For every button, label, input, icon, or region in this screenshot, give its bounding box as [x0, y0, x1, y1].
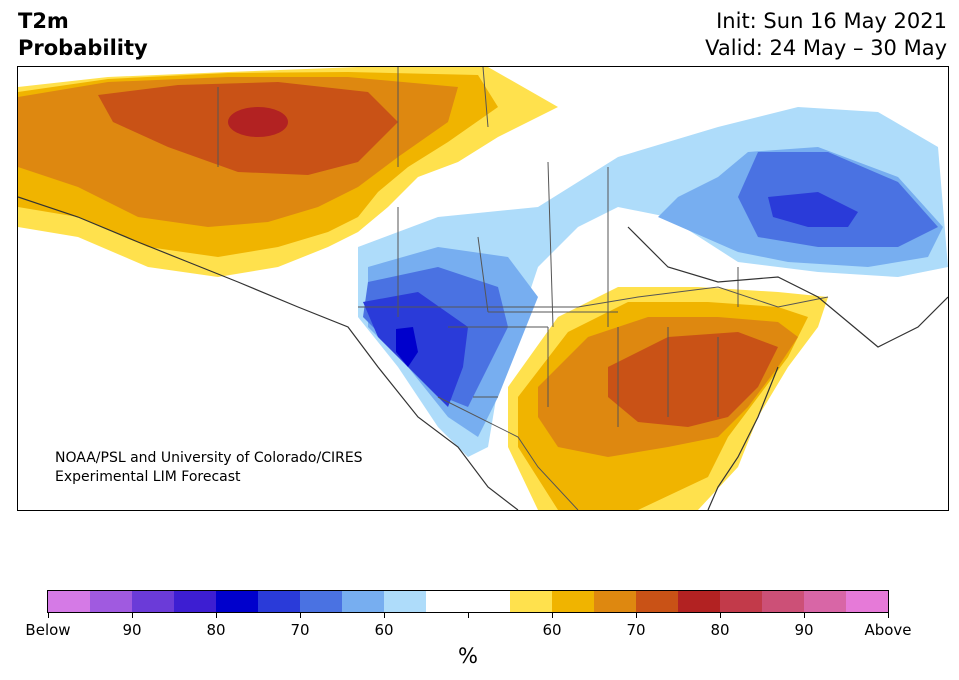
- colorbar-segment: [216, 591, 258, 612]
- colorbar-tick: [384, 613, 385, 618]
- region-below-deep-blue-ne: [768, 192, 858, 227]
- colorbar-segment: [300, 591, 342, 612]
- forecast-map: [17, 66, 949, 511]
- colorbar-tick: [636, 613, 637, 618]
- colorbar-tick: [552, 613, 553, 618]
- credit-line-2: Experimental LIM Forecast: [55, 469, 241, 485]
- colorbar-tick: [804, 613, 805, 618]
- colorbar-tick: [468, 613, 469, 618]
- init-date: Init: Sun 16 May 2021: [716, 9, 947, 33]
- colorbar-segment: [426, 591, 468, 612]
- colorbar-segment: [804, 591, 846, 612]
- colorbar-segment: [594, 591, 636, 612]
- colorbar-segment: [552, 591, 594, 612]
- colorbar-tick-label: 70: [626, 621, 646, 639]
- colorbar-segment: [720, 591, 762, 612]
- colorbar: [47, 590, 889, 613]
- colorbar-segment: [132, 591, 174, 612]
- colorbar-segment: [174, 591, 216, 612]
- region-below-medium-blue-ne: [738, 152, 938, 247]
- colorbar-segment: [384, 591, 426, 612]
- colorbar-tick: [132, 613, 133, 618]
- colorbar-tick: [888, 613, 889, 618]
- colorbar-tick: [300, 613, 301, 618]
- region-below-darkest-blue-w: [396, 327, 418, 367]
- colorbar-tick-label: 90: [122, 621, 142, 639]
- map-canvas: [18, 67, 948, 510]
- colorbar-unit: %: [458, 644, 478, 668]
- forecast-dates: Init: Sun 16 May 2021 Valid: 24 May – 30…: [705, 8, 947, 62]
- coastlines: [18, 196, 948, 510]
- colorbar-segment: [468, 591, 510, 612]
- colorbar-tick-label: Below: [25, 621, 71, 639]
- colorbar-tick-label: 90: [794, 621, 814, 639]
- colorbar-segment: [846, 591, 888, 612]
- colorbar-tick: [48, 613, 49, 618]
- political-borders: [217, 67, 829, 510]
- colorbar-tick-label: 70: [290, 621, 310, 639]
- region-above-red-nw: [228, 107, 288, 137]
- colorbar-tick-label: 80: [710, 621, 730, 639]
- colorbar-segment: [510, 591, 552, 612]
- colorbar-tick-label: Above: [864, 621, 912, 639]
- chart-title: T2m Probability: [18, 8, 148, 62]
- credit-line-1: NOAA/PSL and University of Colorado/CIRE…: [55, 450, 363, 466]
- colorbar-segment: [90, 591, 132, 612]
- colorbar-tick: [216, 613, 217, 618]
- region-above-rust-se: [608, 332, 778, 427]
- colorbar-segment: [636, 591, 678, 612]
- colorbar-segment: [342, 591, 384, 612]
- colorbar-tick-label: 60: [542, 621, 562, 639]
- colorbar-segment: [48, 591, 90, 612]
- valid-date: Valid: 24 May – 30 May: [705, 36, 947, 60]
- colorbar-tick-label: 80: [206, 621, 226, 639]
- title-line-2: Probability: [18, 36, 148, 60]
- colorbar-segment: [762, 591, 804, 612]
- colorbar-tick: [720, 613, 721, 618]
- colorbar-segment: [258, 591, 300, 612]
- colorbar-tick-label: 60: [374, 621, 394, 639]
- title-line-1: T2m: [18, 9, 69, 33]
- colorbar-segment: [678, 591, 720, 612]
- map-credit: NOAA/PSL and University of Colorado/CIRE…: [55, 449, 363, 487]
